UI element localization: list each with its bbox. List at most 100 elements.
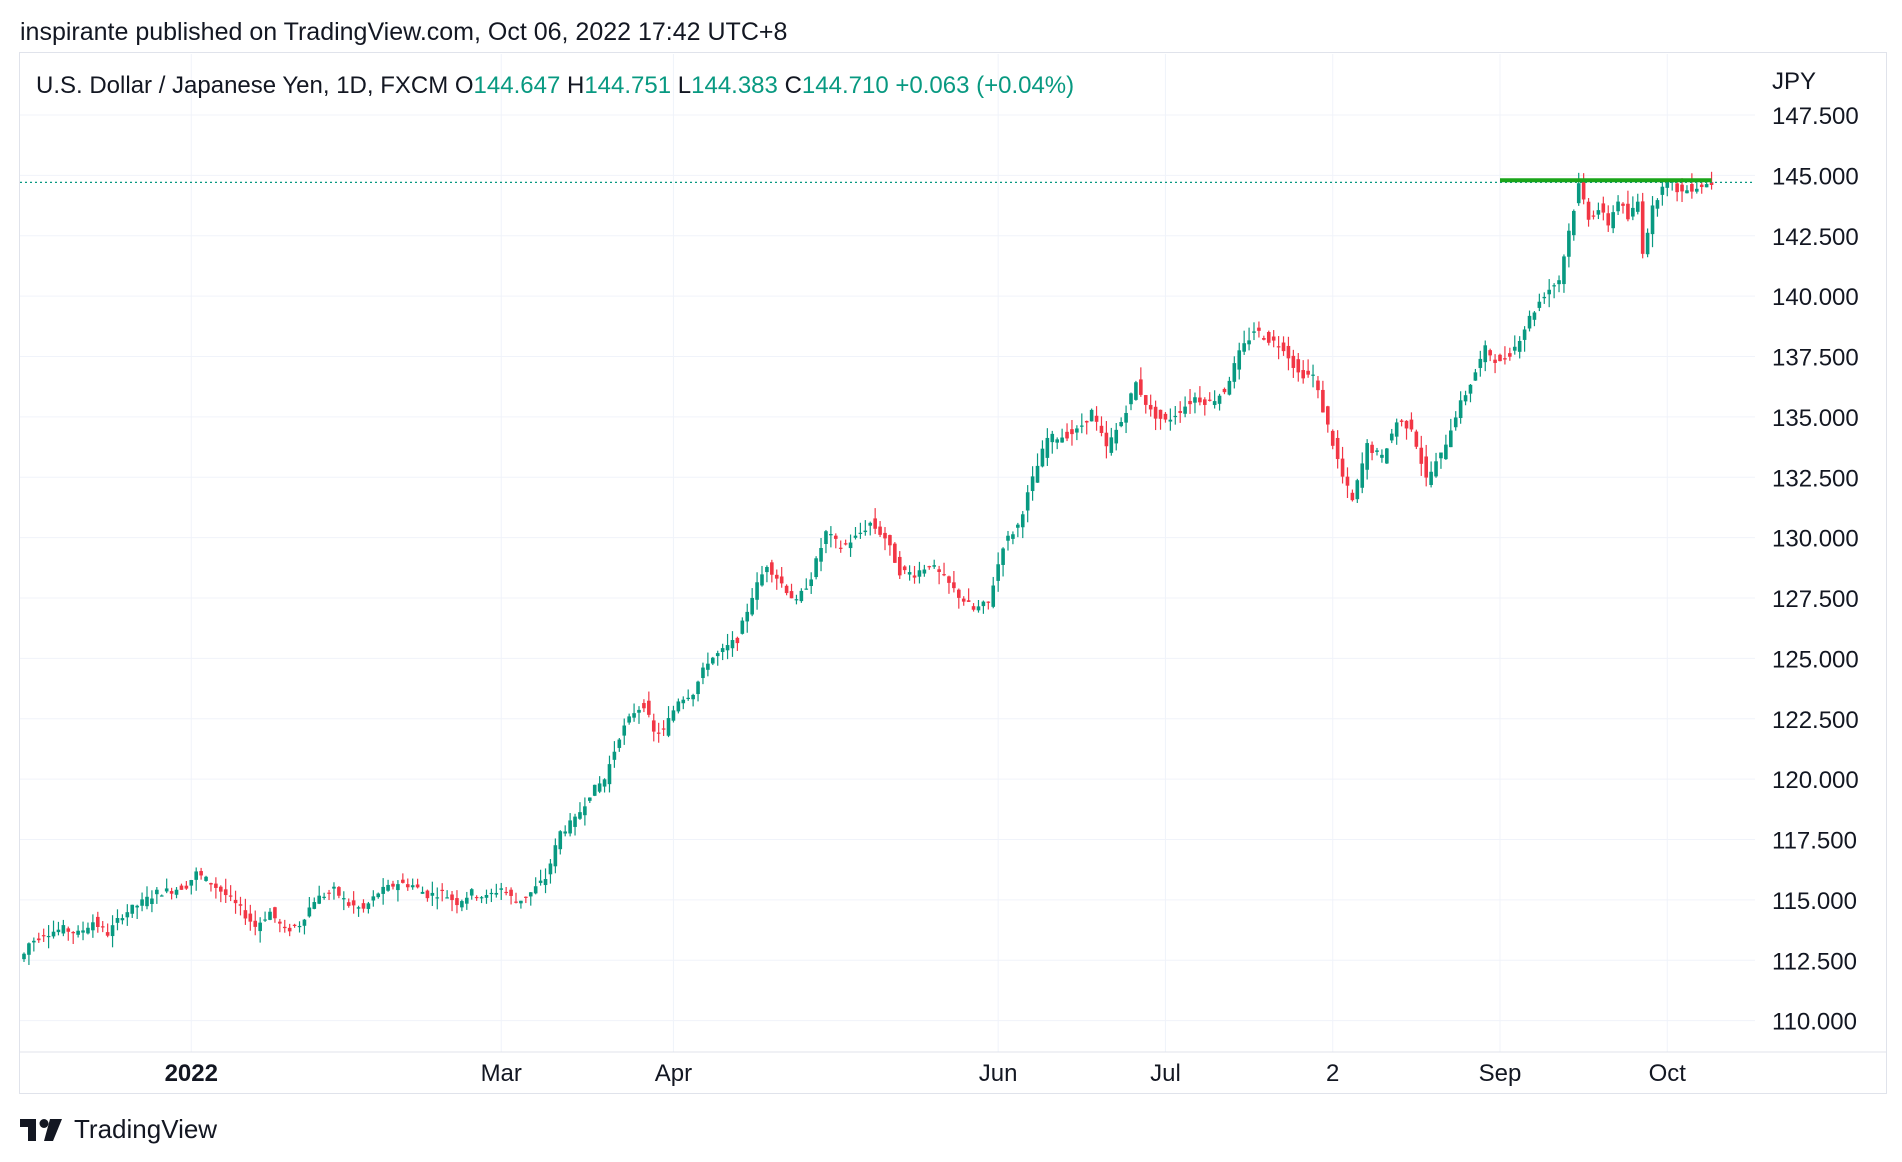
candle-body [1139,379,1143,395]
candle-body [150,898,154,905]
candle-body [1380,454,1384,458]
candle-body [524,896,528,898]
candle-body [1099,425,1104,433]
chart-pane[interactable] [19,52,1887,1094]
candle-body [1414,431,1419,447]
candle-body [1473,372,1478,381]
candle-body [1070,429,1074,435]
candle-body [1134,382,1138,400]
candle-body [1340,458,1345,477]
candle-body [1508,353,1512,357]
candle-body [947,576,951,583]
candle-body [1655,200,1660,209]
candle-body [770,562,774,575]
candle-body [1148,404,1153,410]
candle-body [971,606,976,610]
tradingview-footer[interactable]: TradingView [20,1114,217,1145]
candle-body [1321,389,1325,413]
candle-body [342,898,346,900]
candle-body [233,899,238,904]
candle-body [893,543,897,563]
candle-body [661,728,666,730]
high-label: H [566,72,585,99]
candle-body [563,831,567,834]
candle-body [430,892,435,896]
candle-body [391,883,395,887]
candle-body [922,569,927,574]
currency-label: JPY [1772,68,1816,95]
candle-body [853,535,858,538]
candle-body [1207,399,1212,401]
candle-body [1271,336,1276,341]
candle-body [706,663,710,670]
symbol-title[interactable]: U.S. Dollar / Japanese Yen, 1D, FXCM [36,72,449,99]
x-tick-label: Jun [979,1060,1018,1087]
candle-body [1547,289,1551,295]
candle-body [1557,280,1561,285]
candle-body [863,530,868,533]
candle-body [1257,327,1261,331]
candle-body [996,564,1000,581]
candle-body [578,812,582,819]
candle-body [961,598,966,602]
candle-body [1429,471,1433,485]
candle-body [799,590,804,602]
candle-body [115,918,120,923]
open-label: O [454,72,474,99]
candle-body [1104,432,1109,447]
candle-body [1109,437,1114,453]
candle-body [401,879,405,883]
candle-body [169,891,174,894]
candle-body [248,913,253,922]
candle-body [381,886,385,894]
candle-body [538,880,543,883]
candle-body [41,935,46,937]
candle-body [376,893,381,898]
candle-body [1517,340,1522,352]
candle-body [420,891,425,894]
candle-body [1065,431,1069,439]
candle-body [730,640,735,649]
candle-body [32,940,36,943]
candle-body [966,600,971,602]
candle-body [504,891,508,894]
candle-body [86,927,90,934]
candle-body [765,567,769,573]
candle-body [927,566,932,568]
candle-body [1498,354,1502,362]
candle-body [1203,399,1207,405]
candle-body [514,901,518,903]
candle-body [543,879,548,886]
candle-body [755,582,759,600]
candle-body [71,931,75,934]
y-tick-label: 120.000 [1772,767,1859,794]
candle-body [1640,201,1645,254]
candle-body [725,645,730,651]
low-label: L [677,72,692,99]
candle-body [1124,412,1128,423]
candle-body [484,894,489,898]
candle-body [942,574,946,576]
candle-body [1453,417,1458,428]
candle-body [322,896,326,898]
y-tick-label: 145.000 [1772,163,1859,190]
candle-body [1227,380,1232,395]
y-tick-label: 137.500 [1772,345,1859,372]
candle-body [337,887,341,896]
candle-body [1025,492,1030,511]
candle-body [1011,534,1015,539]
candle-body [632,713,636,718]
candle-body [883,532,887,539]
candle-body [1222,388,1227,393]
candle-body [1685,190,1689,194]
candle-body [1626,203,1630,220]
candle-body [1611,212,1615,229]
candle-body [435,897,440,899]
candle-body [440,889,444,892]
y-tick-label: 122.500 [1772,707,1859,734]
candle-body [617,739,622,748]
candle-body [1188,400,1192,405]
candle-body [302,919,307,926]
candle-body [297,925,302,928]
